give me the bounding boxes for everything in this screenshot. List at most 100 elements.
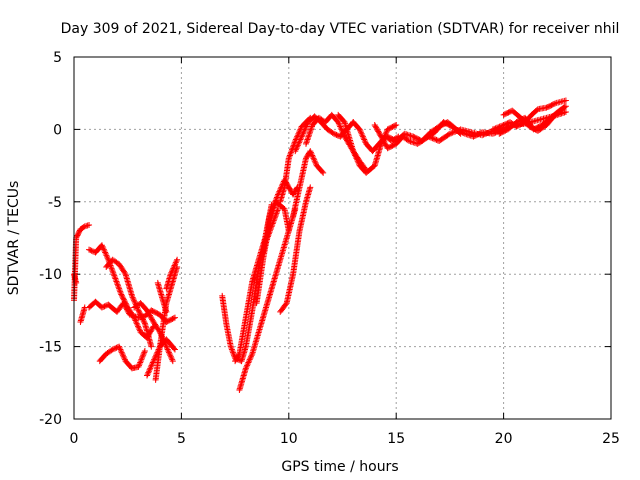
data-point bbox=[425, 133, 432, 140]
data-point bbox=[88, 247, 95, 254]
data-point bbox=[448, 130, 455, 137]
data-point bbox=[286, 152, 293, 159]
data-point bbox=[149, 316, 156, 323]
data-point bbox=[121, 355, 128, 362]
data-point bbox=[450, 129, 457, 136]
data-point bbox=[483, 130, 490, 137]
data-point bbox=[300, 129, 307, 136]
data-point bbox=[141, 319, 148, 326]
data-point bbox=[135, 363, 142, 370]
data-point bbox=[445, 131, 452, 138]
data-point bbox=[287, 149, 294, 156]
data-point bbox=[169, 266, 176, 273]
data-point bbox=[296, 137, 303, 144]
data-point bbox=[140, 350, 147, 357]
data-point bbox=[484, 130, 491, 137]
y-tick-label: 5 bbox=[53, 50, 62, 66]
data-point bbox=[426, 134, 433, 141]
data-point bbox=[168, 355, 175, 362]
data-point bbox=[501, 121, 508, 128]
data-point bbox=[307, 149, 314, 156]
data-point bbox=[336, 122, 343, 129]
data-point bbox=[103, 252, 110, 259]
data-point bbox=[487, 128, 494, 135]
data-point bbox=[163, 308, 170, 315]
data-point bbox=[135, 324, 142, 331]
data-point bbox=[376, 131, 383, 138]
data-point bbox=[393, 122, 400, 129]
data-point bbox=[102, 250, 109, 257]
x-tick-label: 0 bbox=[70, 431, 79, 447]
data-point bbox=[131, 316, 138, 323]
data-point bbox=[352, 152, 359, 159]
data-point bbox=[561, 104, 568, 111]
data-point bbox=[166, 350, 173, 357]
data-point bbox=[500, 122, 507, 129]
data-point bbox=[357, 129, 364, 136]
data-point bbox=[309, 152, 316, 159]
data-point bbox=[173, 258, 180, 265]
data-point bbox=[120, 295, 127, 302]
data-point bbox=[149, 360, 156, 367]
data-point bbox=[168, 268, 175, 275]
data-point bbox=[139, 316, 146, 323]
data-point bbox=[372, 123, 379, 130]
data-point bbox=[114, 281, 121, 288]
data-point bbox=[171, 262, 178, 269]
data-point bbox=[301, 126, 308, 133]
data-point bbox=[145, 368, 152, 375]
data-point bbox=[491, 125, 498, 132]
data-point bbox=[493, 124, 500, 131]
data-point bbox=[87, 247, 94, 254]
data-point bbox=[116, 345, 123, 352]
data-point bbox=[339, 129, 346, 136]
data-point bbox=[144, 371, 151, 378]
data-point bbox=[479, 132, 486, 139]
data-point bbox=[139, 353, 146, 360]
data-point bbox=[229, 347, 236, 354]
data-point bbox=[98, 242, 105, 249]
data-point bbox=[302, 124, 309, 131]
data-point bbox=[136, 310, 143, 317]
data-point bbox=[360, 135, 367, 142]
data-point bbox=[353, 155, 360, 162]
data-point bbox=[430, 135, 437, 142]
data-point bbox=[297, 136, 304, 143]
data-point bbox=[377, 132, 384, 139]
data-point bbox=[171, 314, 178, 321]
data-point bbox=[118, 349, 125, 356]
data-point bbox=[168, 269, 175, 276]
data-point bbox=[129, 294, 136, 301]
series-arc6 bbox=[96, 343, 148, 372]
data-point bbox=[137, 358, 144, 365]
data-point bbox=[116, 285, 123, 292]
data-point bbox=[380, 137, 387, 144]
data-point bbox=[132, 317, 139, 324]
data-point bbox=[235, 352, 242, 359]
data-point bbox=[533, 107, 540, 114]
plot-frame bbox=[73, 56, 612, 420]
data-point bbox=[131, 298, 138, 305]
data-point bbox=[337, 124, 344, 131]
data-point bbox=[163, 343, 170, 350]
data-point bbox=[246, 358, 253, 365]
data-point bbox=[242, 365, 249, 372]
y-tick-label: -10 bbox=[39, 267, 62, 283]
data-point bbox=[381, 138, 388, 145]
data-point bbox=[146, 312, 153, 319]
data-point bbox=[286, 153, 293, 160]
data-point bbox=[170, 263, 177, 270]
data-point bbox=[104, 253, 111, 260]
data-point bbox=[294, 142, 301, 149]
data-point bbox=[371, 122, 378, 129]
series-arc11 bbox=[154, 279, 170, 315]
data-point bbox=[109, 266, 116, 273]
data-point bbox=[303, 123, 310, 130]
data-point bbox=[115, 284, 122, 291]
data-point bbox=[120, 296, 127, 303]
y-tick-label: 0 bbox=[53, 122, 62, 138]
x-tick-label: 10 bbox=[280, 431, 298, 447]
data-point bbox=[124, 303, 131, 310]
data-point bbox=[497, 123, 504, 130]
